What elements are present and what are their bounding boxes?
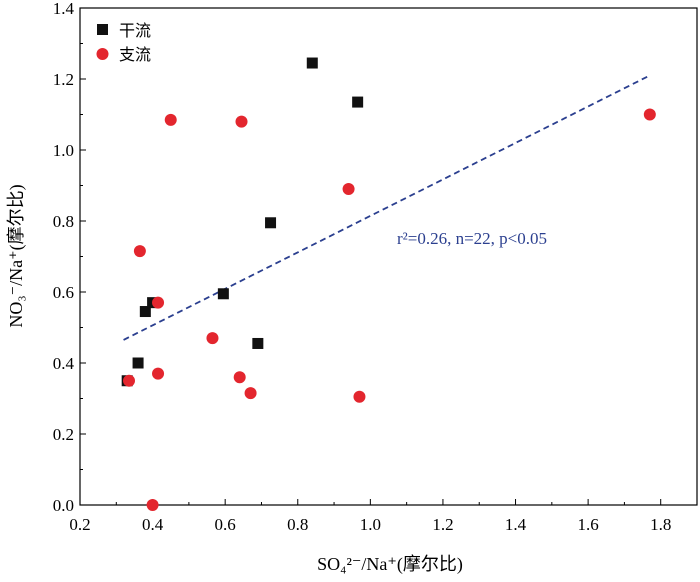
point-mainstream bbox=[306, 57, 318, 69]
point-tributary bbox=[122, 374, 135, 387]
point-tributary bbox=[146, 499, 159, 511]
point-tributary bbox=[235, 115, 248, 128]
legend-label: 支流 bbox=[119, 45, 151, 64]
point-tributary bbox=[152, 296, 165, 309]
y-axis-label: NO₃⁻/Na⁺(摩尔比) bbox=[6, 184, 27, 327]
point-tributary bbox=[233, 371, 246, 384]
point-tributary bbox=[643, 108, 656, 121]
point-mainstream bbox=[132, 357, 144, 369]
x-tick-label: 0.6 bbox=[215, 515, 236, 534]
point-mainstream bbox=[352, 96, 364, 108]
data-points bbox=[121, 57, 656, 511]
x-tick-label: 1.2 bbox=[432, 515, 453, 534]
point-tributary bbox=[133, 245, 146, 258]
x-axis-label: SO₄²⁻/Na⁺(摩尔比) bbox=[317, 554, 463, 575]
y-tick-label: 1.2 bbox=[53, 70, 74, 89]
x-tick-label: 1.4 bbox=[505, 515, 527, 534]
y-tick-label: 0.2 bbox=[53, 425, 74, 444]
plot-frame bbox=[79, 7, 698, 506]
trendline-layer bbox=[123, 74, 651, 341]
point-mainstream bbox=[265, 217, 277, 229]
y-tick-label: 0.0 bbox=[53, 496, 74, 515]
legend-marker-tributary bbox=[96, 48, 109, 60]
point-mainstream bbox=[217, 288, 229, 300]
point-tributary bbox=[152, 367, 165, 380]
y-tick-label: 0.8 bbox=[53, 212, 74, 231]
y-tick-label: 1.4 bbox=[53, 0, 75, 18]
y-tick-label: 1.0 bbox=[53, 141, 74, 160]
point-mainstream bbox=[252, 337, 264, 349]
x-tick-label: 0.8 bbox=[287, 515, 308, 534]
x-tick-label: 0.4 bbox=[142, 515, 164, 534]
x-tick-label: 1.8 bbox=[650, 515, 671, 534]
y-tick-label: 0.4 bbox=[53, 354, 75, 373]
axes: 0.2 0.4 0.6 0.8 1.0 1.2 1.4 1.6 1.80.00.20.40.60… bbox=[53, 0, 698, 534]
point-tributary bbox=[206, 332, 219, 345]
y-tick-label: 0.6 bbox=[53, 283, 74, 302]
trendline bbox=[123, 74, 651, 341]
point-tributary bbox=[342, 183, 355, 196]
x-tick-label: 1.6 bbox=[577, 515, 598, 534]
point-tributary bbox=[244, 387, 257, 400]
legend-marker-mainstream bbox=[97, 24, 108, 35]
x-tick-label: 1.0 bbox=[360, 515, 381, 534]
point-tributary bbox=[164, 113, 177, 126]
point-tributary bbox=[353, 390, 366, 403]
regression-annotation: r²=0.26, n=22, p<0.05 bbox=[397, 229, 547, 248]
x-tick-label: 0.2 bbox=[69, 515, 90, 534]
legend-label: 干流 bbox=[119, 21, 151, 40]
point-mainstream bbox=[139, 306, 151, 318]
